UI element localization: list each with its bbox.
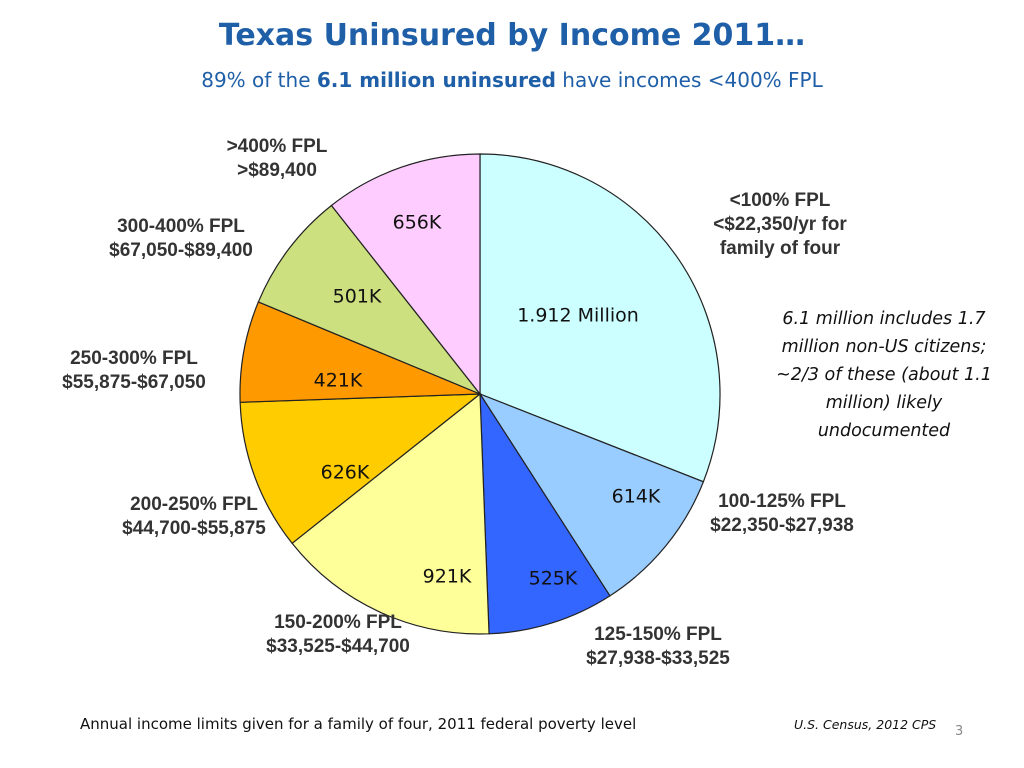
slice-category-label-line: $44,700-$55,875	[122, 518, 266, 539]
chart-subtitle: 89% of the 6.1 million uninsured have in…	[0, 68, 1024, 92]
subtitle-bold: 6.1 million uninsured	[316, 68, 556, 92]
pie-slice	[291, 392, 490, 635]
undocumented-note: 6.1 million includes 1.7 million non-US …	[776, 309, 992, 441]
slice-category-label-line: >400% FPL	[227, 136, 328, 157]
slice-category-label-line: 100-125% FPL	[718, 491, 846, 512]
slice-category-label-line: $55,875-$67,050	[62, 372, 206, 393]
slice-value-label: 421K	[314, 370, 363, 392]
pie-slice	[257, 204, 482, 396]
slice-category-label-line: $67,050-$89,400	[109, 240, 253, 261]
slice-category-label: 150-200% FPL $33,525-$44,700	[266, 612, 410, 657]
slice-category-label-line: 125-150% FPL	[594, 624, 722, 645]
slice-category-label-line: $33,525-$44,700	[266, 636, 410, 657]
slice-category-label: 125-150% FPL $27,938-$33,525	[586, 624, 730, 669]
slice-category-label-line: >$89,400	[237, 160, 317, 181]
pie-slice	[479, 153, 721, 483]
pie-slice	[239, 393, 482, 545]
slice-category-label: <100% FPL <$22,350/yr for family of four	[713, 190, 847, 259]
page-number: 3	[955, 724, 964, 739]
source-citation: U.S. Census, 2012 CPS	[794, 717, 937, 732]
slice-category-label-line: <$22,350/yr for	[713, 214, 847, 235]
subtitle-pre: 89% of the	[201, 68, 317, 92]
slice-category-label-line: family of four	[720, 238, 841, 259]
slice-value-label: 1.912 Million	[517, 305, 639, 327]
slice-category-label-line: 300-400% FPL	[117, 216, 245, 237]
slice-value-label: 626K	[321, 462, 370, 484]
slice-value-label: 921K	[423, 566, 472, 588]
slice-category-label-line: 150-200% FPL	[274, 612, 402, 633]
slice-value-label: 656K	[393, 212, 442, 234]
chart-title: Texas Uninsured by Income 2011…	[218, 18, 806, 53]
pie-slice	[478, 392, 705, 597]
subtitle-post: have incomes <400% FPL	[555, 68, 823, 92]
slice-category-label: 300-400% FPL $67,050-$89,400	[109, 216, 253, 261]
slice-category-label-line: $22,350-$27,938	[710, 515, 854, 536]
slice-category-label-line: 250-300% FPL	[70, 348, 198, 369]
slice-value-label: 614K	[612, 486, 661, 508]
slice-category-label: 100-125% FPL $22,350-$27,938	[710, 491, 854, 536]
pie-slice	[479, 391, 611, 635]
footer-note: Annual income limits given for a family …	[80, 715, 637, 733]
slice-value-label: 525K	[529, 568, 578, 590]
slice-category-label-line: <100% FPL	[730, 190, 831, 211]
slice-category-label: 250-300% FPL $55,875-$67,050	[62, 348, 206, 393]
slice-category-label: 200-250% FPL $44,700-$55,875	[122, 494, 266, 539]
pie-slice	[330, 153, 481, 396]
slice-category-label: >400% FPL >$89,400	[227, 136, 328, 181]
slice-value-label: 501K	[333, 286, 382, 308]
slice-category-label-line: $27,938-$33,525	[586, 648, 730, 669]
slice-category-label-line: 200-250% FPL	[130, 494, 258, 515]
